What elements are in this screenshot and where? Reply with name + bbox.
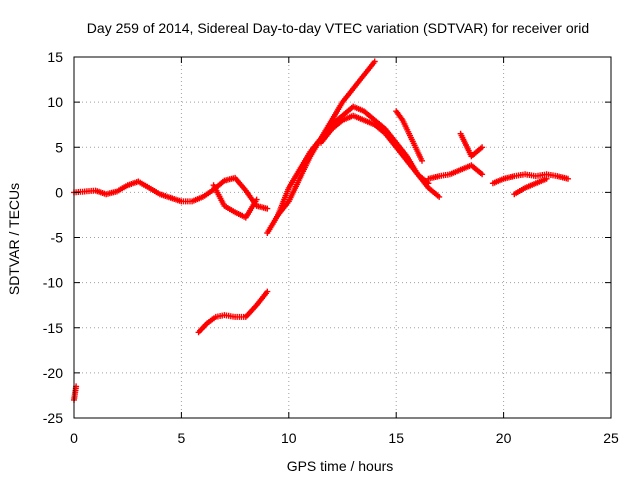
y-tick-label: -25	[43, 410, 63, 426]
y-tick-label: 10	[47, 94, 63, 110]
y-tick-label: 0	[55, 184, 63, 200]
y-tick-label: -15	[43, 320, 63, 336]
axis-ticks: 0 5 10 15 20 25 -25 -20 -15 -10 -5 0 5 10 15	[43, 49, 619, 446]
x-tick-label: 0	[70, 430, 78, 446]
x-tick-label: 10	[281, 430, 297, 446]
series-track-10	[489, 171, 571, 187]
series-track-3	[210, 182, 260, 221]
y-axis-label: SDTVAR / TECUs	[6, 183, 22, 295]
x-axis-label: GPS time / hours	[287, 458, 394, 474]
series-track-8	[425, 162, 486, 182]
y-tick-label: -5	[51, 230, 64, 246]
y-tick-label: 15	[47, 49, 63, 65]
series-track-12	[195, 288, 271, 336]
series-track-2	[71, 174, 271, 212]
x-tick-label: 15	[388, 430, 404, 446]
x-tick-label: 5	[178, 430, 186, 446]
chart-title: Day 259 of 2014, Sidereal Day-to-day VTE…	[87, 20, 589, 36]
series-track-9	[457, 130, 486, 160]
series-track-7	[393, 108, 425, 164]
series-track-1	[71, 383, 80, 403]
grid-lines	[74, 57, 611, 418]
series-track-11	[511, 175, 550, 198]
y-tick-label: -20	[43, 365, 63, 381]
y-tick-label: -10	[43, 275, 63, 291]
x-tick-label: 25	[603, 430, 619, 446]
series-track-6	[318, 112, 432, 187]
y-tick-label: 5	[55, 139, 63, 155]
x-tick-label: 20	[496, 430, 512, 446]
data-points	[71, 58, 571, 403]
